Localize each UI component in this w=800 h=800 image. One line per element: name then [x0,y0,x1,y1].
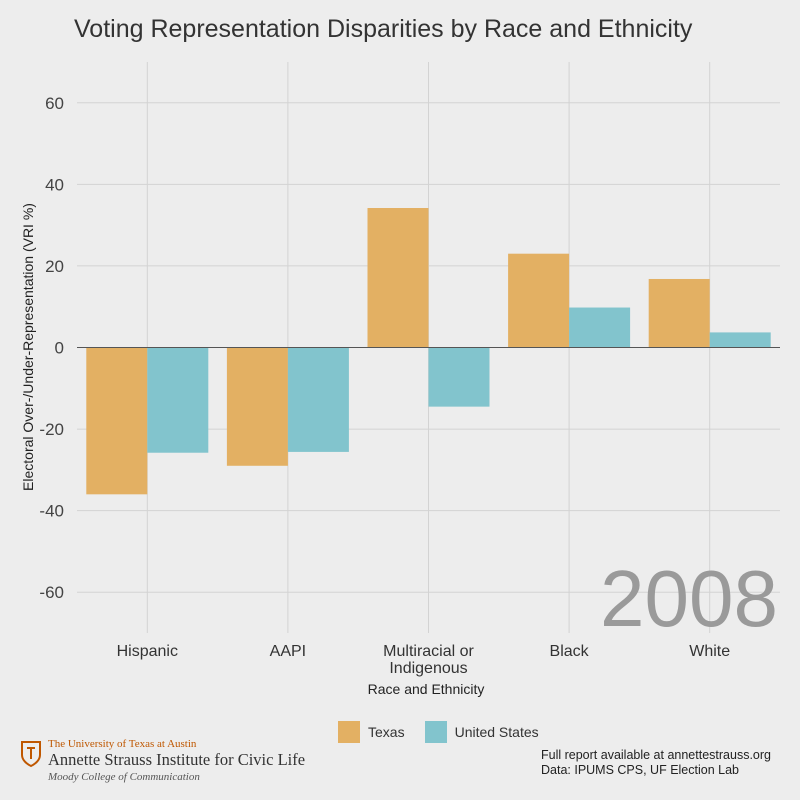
legend-item-united-states: United States [424,721,539,743]
chart-title: Voting Representation Disparities by Rac… [74,15,693,43]
college-name: Moody College of Communication [48,770,200,783]
legend-item-texas: Texas [338,721,405,743]
data-source-text: Data: IPUMS CPS, UF Election Lab [541,763,739,777]
bar-united-states [287,347,349,452]
bar-texas [86,347,148,495]
y-tick-label: 20 [45,257,64,276]
report-link-text: Full report available at annettestrauss.… [541,748,771,762]
bar-texas [648,278,710,348]
x-tick-label: White [689,643,730,660]
bars [86,208,771,495]
legend-label-texas: Texas [368,724,405,740]
legend: Texas United States [338,721,559,743]
legend-label-united-states: United States [454,724,539,740]
source-note: Full report available at annettestrauss.… [541,748,771,778]
y-tick-label: -60 [39,583,64,602]
x-tick-label: Indigenous [389,660,467,677]
bar-texas [508,253,570,348]
x-tick-label: Multiracial or [383,643,474,660]
y-tick-label: 0 [55,339,64,358]
legend-swatch-united-states [424,721,447,743]
y-tick-label: 60 [45,94,64,113]
y-axis-ticks: -60 -40 -20 0 20 40 60 [39,94,64,602]
bar-united-states [569,307,631,348]
university-name: The University of Texas at Austin [48,738,197,750]
year-label: 2008 [600,554,778,643]
bar-united-states [428,347,490,407]
bar-united-states [147,347,209,453]
x-tick-label: Hispanic [117,643,178,660]
bar-texas [367,208,429,348]
institute-logo: The University of Texas at Austin Annett… [20,739,305,783]
y-tick-label: -20 [39,420,64,439]
y-tick-label: 40 [45,175,64,194]
ut-seal-icon [21,741,41,768]
legend-swatch-texas [338,721,360,743]
y-axis-title: Electoral Over-/Under-Representation (VR… [20,203,36,491]
bar-texas [226,347,288,466]
bar-united-states [709,332,771,348]
x-tick-label: Black [550,643,590,660]
y-tick-label: -40 [39,502,64,521]
institute-name: Annette Strauss Institute for Civic Life [48,750,306,769]
x-tick-label: AAPI [270,643,306,660]
x-axis-title: Race and Ethnicity [368,681,485,697]
